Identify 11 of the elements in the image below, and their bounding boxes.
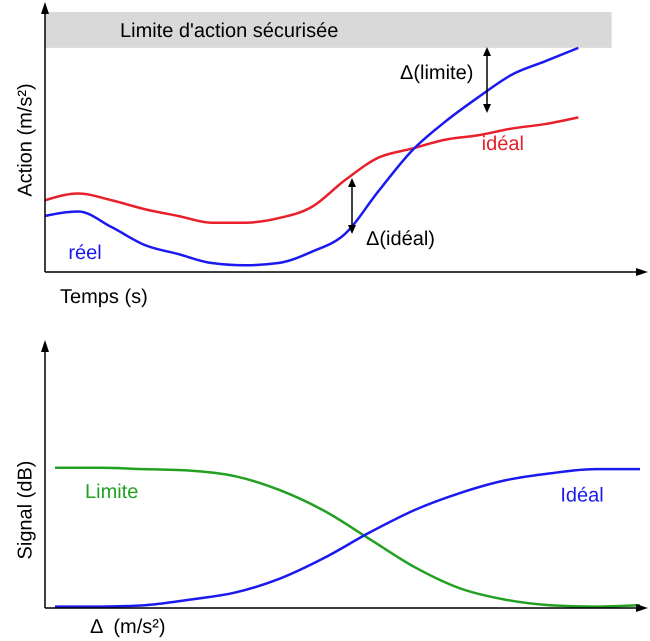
x-axis-title: Temps (s): [60, 286, 148, 309]
annotation: Δ(idéal): [366, 228, 435, 251]
x-axis-title: Δ (m/s²): [90, 616, 166, 639]
band-label: Limite d'action sécurisée: [120, 20, 338, 42]
y-axis-title: Signal (dB): [14, 460, 38, 560]
series-label: Idéal: [560, 484, 604, 506]
series-label: réel: [68, 242, 102, 264]
series-label: idéal: [482, 132, 524, 155]
series-label: Limite: [85, 481, 138, 504]
annotation: Δ(limite): [400, 62, 474, 85]
y-axis-title: Action (m/s²): [14, 83, 38, 197]
